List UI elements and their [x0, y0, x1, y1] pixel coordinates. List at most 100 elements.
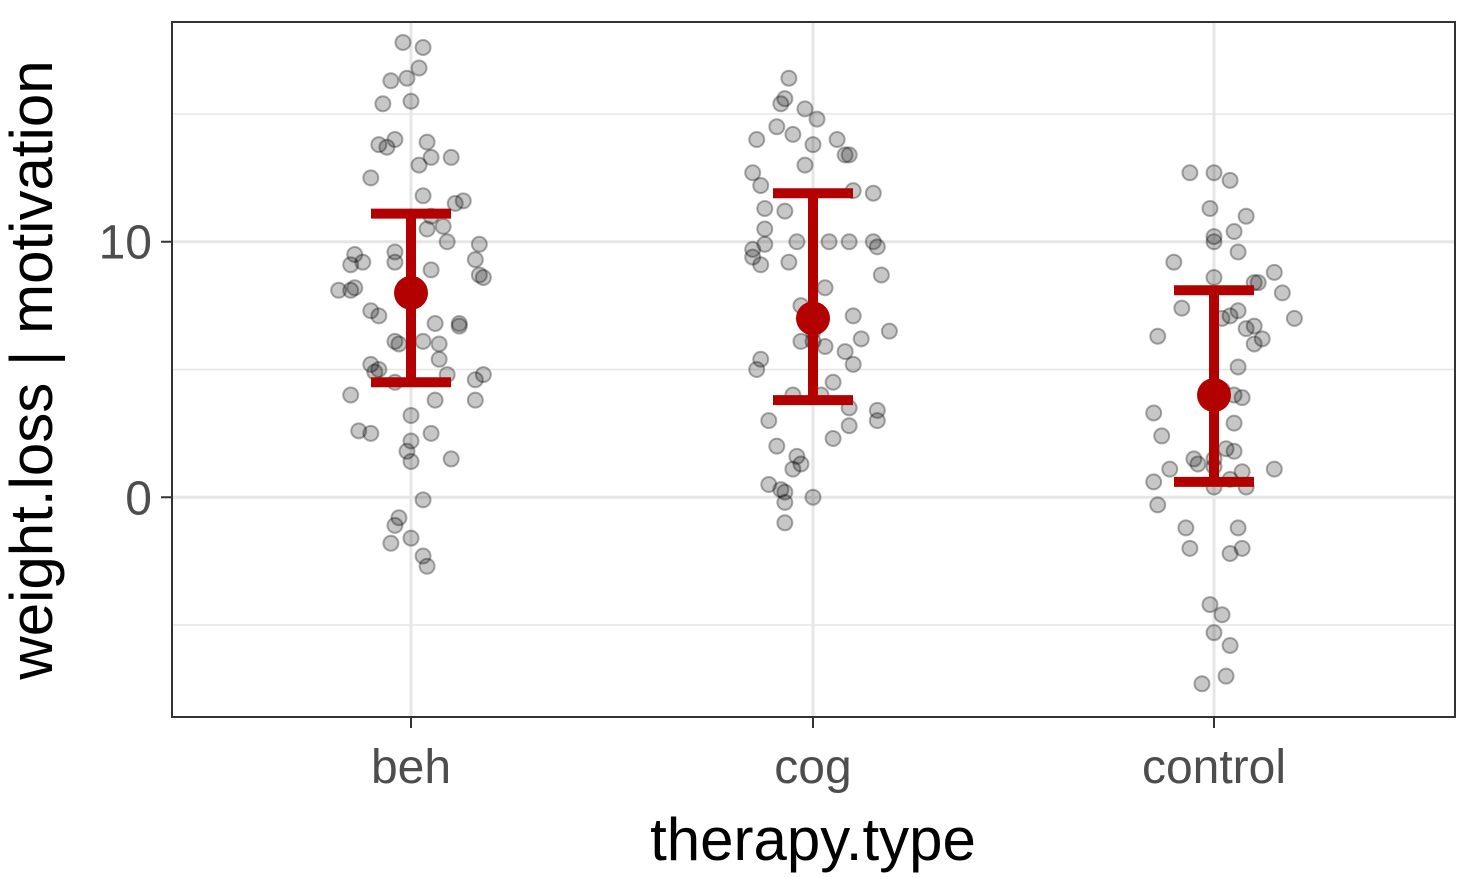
data-point: [402, 406, 420, 424]
data-point: [772, 481, 790, 499]
data-point: [1201, 200, 1219, 218]
data-point: [1189, 455, 1207, 473]
data-point: [756, 235, 774, 253]
data-point: [748, 361, 766, 378]
data-point: [828, 131, 846, 149]
data-point: [414, 187, 432, 205]
data-point: [438, 233, 456, 251]
data-point: [362, 424, 380, 442]
data-point: [466, 371, 484, 389]
data-point: [410, 156, 428, 174]
data-point: [342, 281, 360, 299]
data-point: [868, 412, 886, 430]
data-point: [390, 509, 408, 527]
data-point: [426, 391, 444, 409]
data-point: [804, 488, 822, 506]
data-point: [362, 355, 380, 373]
data-point: [868, 401, 886, 419]
data-point: [768, 437, 786, 455]
data-point: [1149, 327, 1167, 345]
data-point: [1229, 519, 1247, 537]
data-point: [446, 194, 464, 212]
data-point: [1181, 164, 1199, 182]
data-point: [414, 491, 432, 509]
data-point: [1265, 263, 1283, 281]
data-point: [744, 240, 762, 258]
data-point: [378, 138, 396, 156]
data-point: [418, 220, 436, 238]
data-point: [442, 148, 460, 166]
data-point: [1245, 317, 1263, 335]
data-point: [872, 266, 890, 284]
data-point: [470, 235, 488, 253]
data-point: [1249, 274, 1267, 292]
data-point: [776, 493, 794, 511]
data-point: [346, 246, 364, 264]
data-point: [1145, 404, 1163, 422]
data-point: [1221, 636, 1239, 654]
data-point: [1237, 320, 1255, 338]
data-point: [1273, 284, 1291, 302]
data-point: [788, 233, 806, 251]
data-point: [330, 281, 348, 299]
data-point: [342, 386, 360, 404]
data-point: [864, 184, 882, 202]
data-point: [836, 146, 854, 164]
data-points: [330, 33, 1303, 693]
data-point: [748, 131, 766, 149]
data-point: [760, 475, 778, 493]
data-point: [1145, 473, 1163, 491]
data-point: [752, 177, 770, 195]
data-point: [776, 202, 794, 220]
data-point: [1165, 253, 1183, 271]
x-axis-title: therapy.type: [650, 806, 976, 873]
data-point: [784, 460, 802, 478]
data-point: [470, 266, 488, 284]
data-point: [1193, 675, 1211, 693]
data-point: [382, 534, 400, 552]
mean-point: [1197, 378, 1231, 413]
data-point: [752, 256, 770, 274]
data-point: [880, 322, 898, 340]
x-tick-label: cog: [774, 741, 851, 794]
data-point: [474, 366, 492, 384]
data-point: [824, 429, 842, 447]
data-point: [864, 233, 882, 251]
data-point: [386, 243, 404, 261]
data-point: [836, 343, 854, 361]
data-point: [792, 455, 810, 473]
mean-point: [394, 275, 428, 310]
data-point: [1161, 460, 1179, 478]
data-point: [1201, 596, 1219, 614]
data-point: [414, 332, 432, 350]
data-point: [402, 432, 420, 450]
data-point: [784, 125, 802, 143]
x-tick-label: control: [1142, 741, 1286, 794]
data-point: [342, 256, 360, 274]
summary-markers: [371, 188, 1254, 487]
data-point: [370, 361, 388, 378]
data-point: [422, 148, 440, 166]
data-point: [410, 59, 428, 77]
data-point: [1177, 519, 1195, 537]
data-point: [744, 248, 762, 266]
data-point: [1205, 228, 1223, 246]
data-point: [1205, 269, 1223, 287]
data-point: [868, 238, 886, 256]
data-point: [852, 330, 870, 348]
data-point: [1233, 539, 1251, 557]
data-point: [1213, 606, 1231, 624]
data-point: [354, 253, 372, 271]
data-point: [466, 391, 484, 409]
data-point: [1149, 496, 1167, 514]
data-point: [1229, 302, 1247, 320]
data-point: [840, 233, 858, 251]
data-point: [1221, 171, 1239, 189]
y-tick-label: 10: [99, 217, 152, 270]
data-point: [804, 136, 822, 154]
data-point: [402, 452, 420, 470]
data-point: [394, 33, 412, 51]
data-point: [1181, 539, 1199, 557]
data-point: [772, 95, 790, 113]
